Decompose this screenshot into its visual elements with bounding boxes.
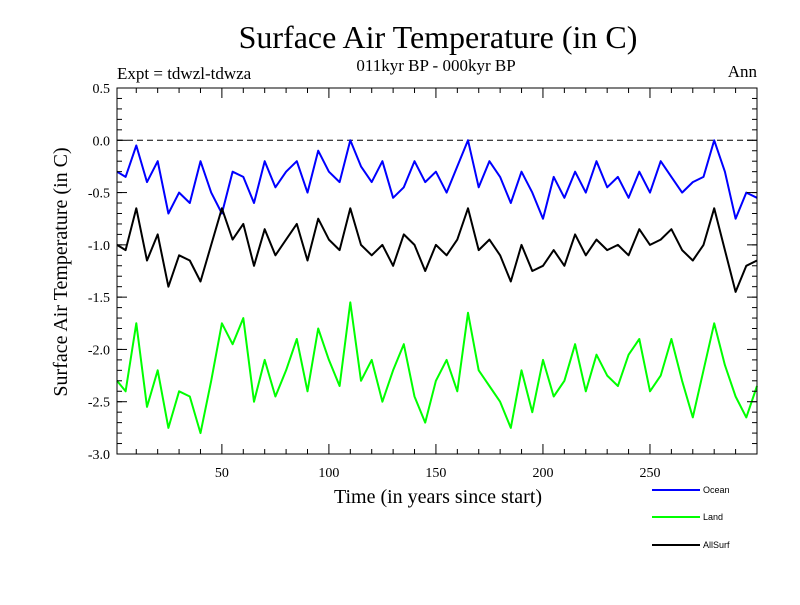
y-tick-label: -3.0 [88,448,110,463]
y-tick-label: -2.0 [88,343,110,358]
chart-legend: Ocean Land AllSurf [652,485,730,550]
x-tick-label: 100 [318,466,339,481]
y-tick-label: 0.0 [93,134,111,149]
x-axis-label: Time (in years since start) [334,486,542,508]
x-tick-label: 200 [532,466,553,481]
y-tick-label: -2.5 [88,396,110,411]
x-tick-label: 150 [425,466,446,481]
y-tick-label: -1.0 [88,239,110,254]
chart-left-label: Expt = tdwzl-tdwza [117,64,252,83]
legend-label-land: Land [703,512,723,522]
chart-subtitle: 011kyr BP - 000kyr BP [356,56,515,75]
x-tick-label: 250 [639,466,660,481]
series-line-land [116,301,758,435]
legend-label-allsurf: AllSurf [703,540,730,550]
y-tick-label: -0.5 [88,187,110,202]
series-layer [116,139,758,435]
plot-frame [116,87,758,455]
x-tick-label: 50 [215,466,229,481]
chart-title: Surface Air Temperature (in C) [239,19,638,55]
ticks-layer: 0.5 0.0 -0.5 -1.0 -1.5 -2.0 -2.5 -3.0 50 100 150 20… [88,82,757,481]
series-line-allsurf [116,207,758,293]
y-tick-label: 0.5 [93,82,111,97]
series-line-ocean [116,139,758,220]
legend-label-ocean: Ocean [703,485,730,495]
y-tick-label: -1.5 [88,291,110,306]
chart-right-label: Ann [728,62,758,81]
y-axis-label: Surface Air Temperature (in C) [50,147,72,396]
